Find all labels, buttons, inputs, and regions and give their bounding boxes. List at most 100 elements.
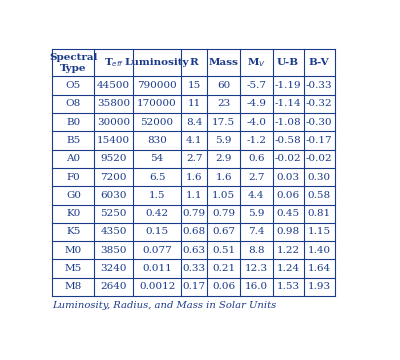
Text: 790000: 790000: [137, 81, 177, 90]
Text: 1.22: 1.22: [276, 246, 300, 255]
Text: -1.14: -1.14: [275, 99, 301, 108]
Text: A0: A0: [66, 154, 80, 163]
Text: 4350: 4350: [100, 228, 127, 237]
Text: 8.8: 8.8: [248, 246, 264, 255]
Text: -5.7: -5.7: [246, 81, 266, 90]
Text: 6030: 6030: [100, 191, 127, 200]
Text: K0: K0: [66, 209, 80, 218]
Text: 2640: 2640: [100, 282, 127, 291]
Text: 54: 54: [150, 154, 164, 163]
Text: 2.7: 2.7: [248, 172, 264, 181]
Text: 170000: 170000: [137, 99, 177, 108]
Text: 6.5: 6.5: [149, 172, 165, 181]
Text: 35800: 35800: [97, 99, 130, 108]
Text: 0.15: 0.15: [146, 228, 169, 237]
Text: 0.67: 0.67: [212, 228, 235, 237]
Text: -1.2: -1.2: [246, 136, 266, 145]
Text: B5: B5: [66, 136, 80, 145]
Text: 16.0: 16.0: [245, 282, 268, 291]
Text: 1.05: 1.05: [212, 191, 235, 200]
Text: 0.81: 0.81: [308, 209, 331, 218]
Text: G0: G0: [66, 191, 81, 200]
Text: 0.03: 0.03: [276, 172, 300, 181]
Text: 0.33: 0.33: [183, 264, 206, 273]
Text: 7.4: 7.4: [248, 228, 264, 237]
Text: 5250: 5250: [100, 209, 127, 218]
Text: 1.93: 1.93: [308, 282, 331, 291]
Text: -4.0: -4.0: [246, 118, 266, 127]
Text: -0.58: -0.58: [275, 136, 301, 145]
Text: 0.51: 0.51: [212, 246, 235, 255]
Text: 52000: 52000: [140, 118, 174, 127]
Text: 0.6: 0.6: [248, 154, 264, 163]
Text: 8.4: 8.4: [186, 118, 202, 127]
Text: 15400: 15400: [97, 136, 130, 145]
Text: M5: M5: [65, 264, 82, 273]
Text: B-V: B-V: [309, 58, 329, 67]
Text: O5: O5: [66, 81, 81, 90]
Text: Spectral
Type: Spectral Type: [49, 53, 98, 73]
Text: 23: 23: [217, 99, 230, 108]
Text: 11: 11: [188, 99, 201, 108]
Text: 1.5: 1.5: [149, 191, 165, 200]
Text: 3850: 3850: [100, 246, 127, 255]
Text: 0.63: 0.63: [183, 246, 206, 255]
Text: 44500: 44500: [97, 81, 130, 90]
Text: 7200: 7200: [100, 172, 127, 181]
Text: 1.6: 1.6: [216, 172, 232, 181]
Text: R: R: [190, 58, 199, 67]
Text: 12.3: 12.3: [245, 264, 268, 273]
Text: 15: 15: [188, 81, 201, 90]
Text: 2.7: 2.7: [186, 154, 202, 163]
Text: U-B: U-B: [277, 58, 299, 67]
Text: 1.64: 1.64: [308, 264, 331, 273]
Text: 0.011: 0.011: [142, 264, 172, 273]
Text: 0.30: 0.30: [308, 172, 331, 181]
Text: 17.5: 17.5: [212, 118, 235, 127]
Text: 0.21: 0.21: [212, 264, 235, 273]
Text: 0.68: 0.68: [183, 228, 206, 237]
Text: 3240: 3240: [100, 264, 127, 273]
Text: 0.79: 0.79: [183, 209, 206, 218]
Text: Luminosity, Radius, and Mass in Solar Units: Luminosity, Radius, and Mass in Solar Un…: [52, 301, 277, 310]
Text: 0.45: 0.45: [276, 209, 300, 218]
Text: -4.9: -4.9: [246, 99, 266, 108]
Text: O8: O8: [66, 99, 81, 108]
Text: -1.08: -1.08: [275, 118, 301, 127]
Text: 60: 60: [217, 81, 230, 90]
Text: -0.30: -0.30: [306, 118, 332, 127]
Text: 0.06: 0.06: [276, 191, 300, 200]
Text: M8: M8: [65, 282, 82, 291]
Text: 0.42: 0.42: [146, 209, 169, 218]
Text: M0: M0: [65, 246, 82, 255]
Text: B0: B0: [66, 118, 80, 127]
Text: -0.17: -0.17: [306, 136, 332, 145]
Text: 0.79: 0.79: [212, 209, 235, 218]
Text: 1.1: 1.1: [186, 191, 202, 200]
Text: K5: K5: [66, 228, 80, 237]
Text: 0.077: 0.077: [142, 246, 172, 255]
Text: F0: F0: [66, 172, 80, 181]
Text: 0.17: 0.17: [183, 282, 206, 291]
Text: T$_{eff}$: T$_{eff}$: [104, 57, 124, 69]
Text: 1.24: 1.24: [276, 264, 300, 273]
Text: 1.6: 1.6: [186, 172, 202, 181]
Text: Luminosity: Luminosity: [125, 58, 189, 67]
Text: 30000: 30000: [97, 118, 130, 127]
Text: -1.19: -1.19: [275, 81, 301, 90]
Text: 2.9: 2.9: [216, 154, 232, 163]
Text: M$_V$: M$_V$: [247, 57, 266, 69]
Text: 1.40: 1.40: [308, 246, 331, 255]
Text: 4.1: 4.1: [186, 136, 202, 145]
Text: -0.32: -0.32: [306, 99, 332, 108]
Text: 0.58: 0.58: [308, 191, 331, 200]
Text: 5.9: 5.9: [216, 136, 232, 145]
Text: 5.9: 5.9: [248, 209, 264, 218]
Text: -0.02: -0.02: [306, 154, 332, 163]
Text: 4.4: 4.4: [248, 191, 264, 200]
Text: 1.15: 1.15: [308, 228, 331, 237]
Text: 0.06: 0.06: [212, 282, 235, 291]
Text: 0.0012: 0.0012: [139, 282, 175, 291]
Text: 0.98: 0.98: [276, 228, 300, 237]
Text: -0.02: -0.02: [275, 154, 301, 163]
